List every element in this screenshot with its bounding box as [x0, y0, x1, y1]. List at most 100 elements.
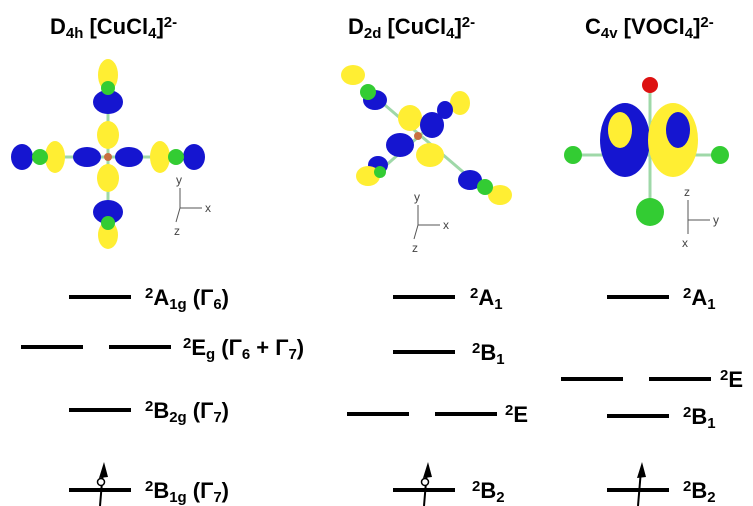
text-segment: D	[50, 14, 66, 39]
level-label: 2B1	[683, 404, 716, 432]
text-segment: 1	[707, 415, 715, 432]
energy-level	[393, 350, 455, 354]
axis-label: z	[174, 224, 180, 238]
text-segment: 1	[496, 351, 504, 368]
text-segment: 2-	[700, 14, 713, 31]
energy-level	[607, 414, 669, 418]
text-segment: 2	[683, 285, 691, 302]
text-segment: 2	[145, 285, 153, 302]
text-segment: 2	[470, 285, 478, 302]
text-segment: 2	[505, 402, 513, 419]
orbital-c4v	[564, 77, 729, 226]
axis-label: y	[414, 190, 420, 204]
electron-arrowhead	[99, 462, 108, 478]
text-segment: E	[191, 335, 206, 360]
energy-level	[561, 377, 623, 381]
energy-level	[21, 345, 83, 349]
text-segment: 4v	[601, 25, 618, 42]
electron-dot	[422, 479, 429, 486]
text-segment: 2-	[462, 14, 475, 31]
text-segment: )	[297, 335, 304, 360]
text-segment: 2	[472, 478, 480, 495]
text-segment: )	[222, 398, 229, 423]
text-segment: 1	[494, 296, 502, 313]
energy-level	[435, 412, 497, 416]
text-segment: )	[222, 285, 229, 310]
text-segment: 6	[242, 346, 250, 363]
axis-line	[414, 225, 418, 239]
text-segment: 2	[145, 398, 153, 415]
orbital-d4h	[11, 59, 205, 249]
level-label: 2B1g (Γ7)	[145, 478, 229, 506]
text-segment: 2d	[364, 25, 381, 42]
text-segment: 2g	[169, 409, 186, 426]
text-segment: + Γ	[250, 335, 288, 360]
text-segment: A	[478, 285, 494, 310]
axis-label: x	[205, 201, 211, 215]
text-segment: 2	[472, 340, 480, 357]
text-segment: 7	[213, 409, 221, 426]
level-label: 2Eg (Γ6 + Γ7)	[183, 335, 304, 363]
axis-label: y	[176, 173, 182, 187]
axis-label: x	[443, 218, 449, 232]
column-title: D2d [CuCl4]2-	[348, 14, 475, 42]
text-segment: B	[691, 404, 707, 429]
text-segment: B	[480, 340, 496, 365]
energy-level	[69, 488, 131, 492]
text-segment: 2	[707, 489, 715, 506]
level-label: 2A1g (Γ6)	[145, 285, 229, 313]
text-segment: B	[691, 478, 707, 503]
electron-arrowhead	[637, 462, 646, 478]
level-label: 2E	[720, 367, 743, 392]
text-segment: 2-	[164, 14, 177, 31]
text-segment: ]	[693, 14, 700, 39]
axis-label: x	[682, 236, 688, 250]
electron-dot	[98, 479, 105, 486]
text-segment: 2	[496, 489, 504, 506]
text-segment: [CuCl	[83, 14, 148, 39]
text-segment: 2	[720, 367, 728, 384]
axis-line	[176, 208, 180, 222]
text-segment: E	[513, 402, 528, 427]
energy-level	[69, 408, 131, 412]
text-segment: (Γ	[215, 335, 242, 360]
text-segment: (Γ	[187, 285, 214, 310]
text-segment: 1g	[169, 296, 186, 313]
text-segment: 7	[213, 489, 221, 506]
text-segment: 2	[145, 478, 153, 495]
electron-arrowhead	[423, 462, 432, 478]
axis-label: z	[684, 185, 690, 199]
text-segment: (Γ	[187, 398, 214, 423]
text-segment: B	[153, 478, 169, 503]
text-segment: 1	[707, 296, 715, 313]
text-segment: [CuCl	[381, 14, 446, 39]
text-segment: 7	[288, 346, 296, 363]
text-segment: 1g	[169, 489, 186, 506]
energy-level	[393, 295, 455, 299]
text-segment: E	[728, 367, 743, 392]
text-segment: g	[206, 346, 215, 363]
level-label: 2A1	[683, 285, 716, 313]
orbital-d2d	[341, 65, 512, 205]
energy-level	[69, 295, 131, 299]
level-label: 2B2	[683, 478, 716, 506]
text-segment: B	[153, 398, 169, 423]
text-segment: 2	[683, 478, 691, 495]
figure: D4h [CuCl4]2-yxz2A1g (Γ6)2Eg (Γ6 + Γ7)2B…	[0, 0, 753, 506]
column-title: C4v [VOCl4]2-	[585, 14, 714, 42]
energy-level	[109, 345, 171, 349]
axis-label: z	[412, 241, 418, 255]
text-segment: 4h	[66, 25, 83, 42]
energy-level	[347, 412, 409, 416]
text-segment: 2	[683, 404, 691, 421]
energy-level	[393, 488, 455, 492]
level-label: 2B2g (Γ7)	[145, 398, 229, 426]
text-segment: A	[691, 285, 707, 310]
text-segment: [VOCl	[618, 14, 685, 39]
text-segment: C	[585, 14, 601, 39]
level-label: 2B1	[472, 340, 505, 368]
level-label: 2A1	[470, 285, 503, 313]
text-segment: (Γ	[187, 478, 214, 503]
text-segment: A	[153, 285, 169, 310]
text-segment: D	[348, 14, 364, 39]
